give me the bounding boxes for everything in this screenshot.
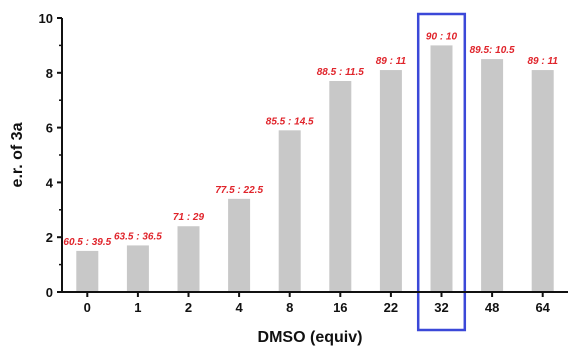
y-tick-label: 8 bbox=[46, 66, 53, 81]
x-tick-label: 16 bbox=[333, 300, 347, 315]
data-label: 63.5 : 36.5 bbox=[114, 231, 162, 242]
highlight-box bbox=[416, 12, 467, 332]
data-label: 88.5 : 11.5 bbox=[317, 67, 365, 78]
y-axis-title: e.r. of 3a bbox=[9, 122, 26, 187]
x-tick-label: 1 bbox=[134, 300, 141, 315]
x-tick-label: 8 bbox=[286, 300, 293, 315]
data-label: 77.5 : 22.5 bbox=[215, 185, 263, 196]
y-tick-label: 10 bbox=[39, 11, 53, 26]
bar bbox=[329, 81, 352, 293]
bar bbox=[228, 198, 251, 292]
bar bbox=[76, 250, 99, 292]
x-tick-label: 32 bbox=[434, 300, 448, 315]
x-axis-title: DMSO (equiv) bbox=[258, 329, 363, 346]
y-tick-label: 4 bbox=[46, 175, 54, 190]
y-tick-label: 6 bbox=[46, 121, 53, 136]
data-label: 90 : 10 bbox=[426, 31, 458, 42]
x-tick-label: 48 bbox=[485, 300, 499, 315]
data-label: 89 : 11 bbox=[376, 56, 407, 67]
data-label: 71 : 29 bbox=[173, 212, 205, 223]
bar bbox=[481, 59, 504, 292]
data-label: 85.5 : 14.5 bbox=[266, 116, 314, 127]
bar bbox=[430, 45, 453, 293]
data-label: 89 : 11 bbox=[528, 56, 559, 67]
y-tick-label: 2 bbox=[46, 230, 53, 245]
bar bbox=[278, 130, 301, 292]
y-tick-label: 0 bbox=[46, 285, 53, 300]
x-tick-label: 64 bbox=[535, 300, 550, 315]
data-label: 89.5: 10.5 bbox=[470, 45, 515, 56]
x-tick-label: 0 bbox=[84, 300, 91, 315]
x-tick-label: 22 bbox=[384, 300, 398, 315]
bar bbox=[177, 226, 200, 292]
x-tick-label: 2 bbox=[185, 300, 192, 315]
bar bbox=[379, 70, 402, 292]
bar bbox=[531, 70, 554, 292]
bar bbox=[126, 245, 149, 292]
data-label: 60.5 : 39.5 bbox=[63, 237, 111, 248]
x-tick-label: 4 bbox=[235, 300, 243, 315]
